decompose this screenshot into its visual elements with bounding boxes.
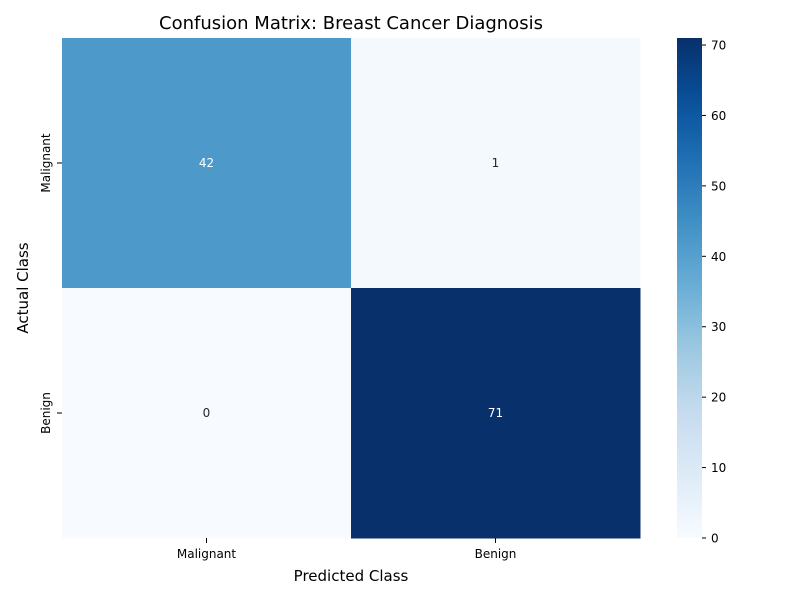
colorbar-tick-label: 20 xyxy=(711,391,726,405)
colorbar: 0 10 20 30 40 50 60 70 xyxy=(677,38,726,546)
heatmap-cell xyxy=(351,288,641,539)
colorbar-tick-label: 70 xyxy=(711,39,726,53)
colorbar-tick-label: 60 xyxy=(711,109,726,123)
colorbar-fill xyxy=(677,38,702,538)
x-axis-label: Predicted Class xyxy=(294,567,409,585)
x-tick-label: Malignant xyxy=(177,547,237,561)
heatmap-cell xyxy=(351,38,641,289)
cell-value-label: 71 xyxy=(488,406,503,420)
y-axis: Malignant Benign xyxy=(39,133,62,434)
cell-value-label: 42 xyxy=(199,156,214,170)
cell-value-label: 0 xyxy=(203,406,211,420)
colorbar-tick-label: 40 xyxy=(711,250,726,264)
colorbar-tick-label: 0 xyxy=(711,532,719,546)
colorbar-tick-label: 30 xyxy=(711,320,726,334)
colorbar-tick-label: 50 xyxy=(711,179,726,193)
x-axis: Malignant Benign xyxy=(177,538,517,561)
y-tick-label: Benign xyxy=(39,392,53,434)
cell-value-label: 1 xyxy=(492,156,500,170)
chart-title: Confusion Matrix: Breast Cancer Diagnosi… xyxy=(159,13,543,34)
heatmap-cell xyxy=(62,288,352,539)
y-axis-label: Actual Class xyxy=(14,242,32,333)
heatmap-cell xyxy=(62,38,352,289)
colorbar-tick-label: 10 xyxy=(711,461,726,475)
heatmap-cells: 42 1 0 71 xyxy=(62,38,641,539)
x-tick-label: Benign xyxy=(475,547,517,561)
y-tick-label: Malignant xyxy=(39,133,53,193)
